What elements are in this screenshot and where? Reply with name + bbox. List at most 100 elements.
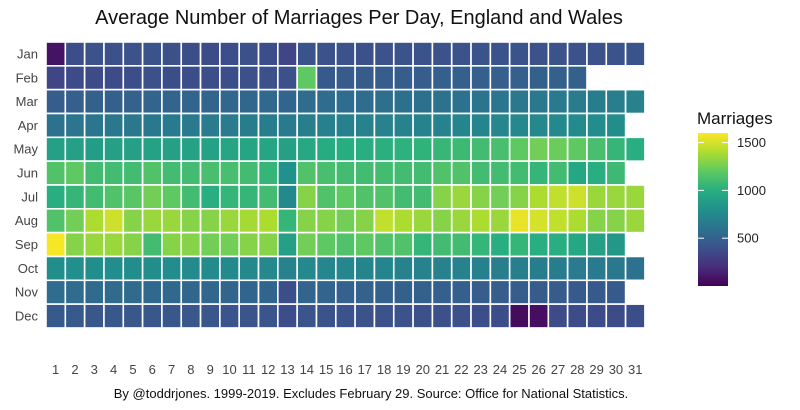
heatmap-cell <box>392 231 414 258</box>
heatmap-cell <box>373 255 395 282</box>
heatmap-cell <box>450 112 472 139</box>
heatmap-cell <box>354 279 376 305</box>
x-tick-label: 15 <box>319 362 333 377</box>
heatmap-cell <box>392 160 414 186</box>
heatmap-cell <box>64 303 86 329</box>
heatmap-cell <box>450 231 472 258</box>
heatmap-cell <box>392 208 414 234</box>
heatmap-cell <box>431 231 453 258</box>
heatmap-cell <box>161 279 183 305</box>
heatmap-cell <box>257 88 279 115</box>
heatmap-cell <box>547 184 569 210</box>
heatmap-cell <box>470 88 492 115</box>
heatmap-cell <box>547 136 569 162</box>
y-tick-label: Nov <box>15 285 39 300</box>
heatmap-cell <box>508 279 530 305</box>
heatmap-cell <box>528 279 550 305</box>
heatmap-cell <box>296 136 318 162</box>
y-tick-label: Aug <box>15 213 38 228</box>
heatmap-cell <box>219 112 241 139</box>
heatmap-cell <box>83 279 105 305</box>
heatmap-cell <box>470 41 492 67</box>
heatmap-cell <box>450 160 472 186</box>
heatmap-cell <box>431 88 453 115</box>
heatmap-cell <box>547 279 569 305</box>
heatmap-cell <box>122 208 144 234</box>
heatmap-cell <box>141 41 163 67</box>
heatmap-cell <box>489 303 511 329</box>
heatmap-cell <box>238 255 260 282</box>
heatmap-cell <box>64 184 86 210</box>
heatmap-cell <box>296 279 318 305</box>
heatmap-cell <box>277 231 298 258</box>
heatmap-cell <box>161 231 183 258</box>
x-tick-label: 19 <box>396 362 410 377</box>
heatmap-cell <box>161 88 183 115</box>
heatmap-cell <box>257 160 279 186</box>
heatmap-cell <box>334 184 356 210</box>
heatmap-cell <box>373 208 395 234</box>
heatmap-cell <box>489 231 511 258</box>
heatmap-cell <box>103 303 125 329</box>
heatmap-cell <box>161 65 183 91</box>
heatmap-cell <box>103 208 125 234</box>
heatmap-cell <box>354 303 376 329</box>
heatmap-cell <box>528 136 550 162</box>
heatmap-cell <box>334 279 356 305</box>
heatmap-cell <box>238 231 260 258</box>
heatmap-cell <box>180 208 202 234</box>
heatmap-cell <box>103 136 125 162</box>
heatmap-cell <box>431 279 453 305</box>
heatmap-cell <box>547 255 569 282</box>
heatmap-cell <box>392 136 414 162</box>
heatmap-cell <box>392 184 414 210</box>
heatmap-cell <box>450 303 472 329</box>
heatmap-cells <box>45 41 646 329</box>
heatmap-cell <box>83 88 105 115</box>
heatmap-cell <box>141 136 163 162</box>
heatmap-cell <box>219 160 241 186</box>
heatmap-cell <box>508 65 530 91</box>
heatmap-cell <box>605 160 627 186</box>
heatmap-cell <box>122 65 144 91</box>
heatmap-cell <box>605 184 627 210</box>
heatmap-cell <box>83 41 105 67</box>
heatmap-cell <box>450 208 472 234</box>
heatmap-cell <box>277 88 298 115</box>
heatmap-cell <box>354 160 376 186</box>
heatmap-cell <box>103 231 125 258</box>
heatmap-cell <box>334 208 356 234</box>
heatmap-cell <box>354 65 376 91</box>
heatmap-cell <box>122 136 144 162</box>
heatmap-cell <box>219 255 241 282</box>
heatmap-cell <box>277 208 298 234</box>
heatmap-cell <box>180 303 202 329</box>
heatmap-cell <box>373 65 395 91</box>
heatmap-cell <box>450 184 472 210</box>
heatmap-cell <box>431 208 453 234</box>
heatmap-cell <box>470 136 492 162</box>
heatmap-cell <box>315 279 337 305</box>
heatmap-cell <box>605 208 627 234</box>
heatmap-cell <box>528 303 550 329</box>
heatmap-cell <box>470 303 492 329</box>
heatmap-cell <box>83 255 105 282</box>
heatmap-cell <box>508 136 530 162</box>
heatmap-cell <box>45 88 67 115</box>
legend-tick-label: 500 <box>737 231 759 246</box>
heatmap-cell <box>605 136 627 162</box>
heatmap-cell <box>257 184 279 210</box>
heatmap-cell <box>238 112 260 139</box>
y-tick-label: Oct <box>18 261 39 276</box>
x-tick-label: 18 <box>377 362 391 377</box>
heatmap-cell <box>508 208 530 234</box>
heatmap-cell <box>547 65 569 91</box>
heatmap-cell <box>219 41 241 67</box>
heatmap-cell <box>354 41 376 67</box>
heatmap-cell <box>296 303 318 329</box>
heatmap-cell <box>334 112 356 139</box>
heatmap-cell <box>180 65 202 91</box>
heatmap-cell <box>566 88 588 115</box>
heatmap-cell <box>315 184 337 210</box>
heatmap-cell <box>64 279 86 305</box>
